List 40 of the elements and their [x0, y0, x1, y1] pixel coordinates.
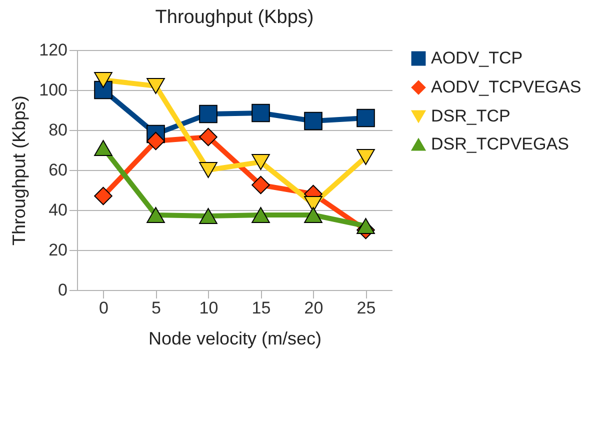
point [94, 80, 112, 100]
x-tick-label: 20 [304, 298, 324, 318]
point [94, 186, 112, 206]
point [356, 149, 375, 165]
point [252, 104, 270, 122]
x-tick-label: 10 [199, 298, 218, 318]
point [252, 154, 270, 170]
point [252, 207, 270, 223]
legend-label: AODV_TCPVEGAS [431, 78, 582, 96]
point [199, 128, 218, 146]
point [304, 207, 322, 223]
x-axis-title: Node velocity (m/sec) [148, 328, 322, 348]
point [199, 162, 218, 178]
x-tick-label: 25 [356, 298, 376, 318]
point [146, 132, 165, 150]
x-tick-label: 15 [252, 298, 271, 318]
legend-label: DSR_TCP [431, 106, 510, 126]
legend-label: AODV_TCP [431, 48, 523, 68]
point [199, 104, 218, 124]
y-tick-label: 60 [48, 160, 68, 180]
point [356, 108, 375, 128]
y-tick-label: 120 [39, 40, 68, 60]
y-tick-label: 20 [48, 240, 68, 260]
y-tick-label: 100 [39, 80, 68, 100]
x-tick-label: 0 [99, 298, 108, 318]
y-tick-label: 0 [58, 280, 68, 300]
point [199, 208, 218, 224]
point [146, 207, 165, 223]
point [356, 218, 375, 234]
y-tick-label: 80 [48, 120, 68, 140]
y-axis-title: Throughput (Kbps) [9, 95, 30, 246]
point [146, 78, 165, 94]
legend-label: DSR_TCPVEGAS [431, 134, 569, 154]
point [94, 72, 112, 88]
point [252, 176, 270, 194]
y-tick-label: 40 [48, 200, 68, 220]
point [304, 112, 322, 130]
point [94, 140, 112, 156]
chart-title: Throughput (Kbps) [155, 7, 314, 28]
x-tick-label: 5 [152, 298, 161, 318]
